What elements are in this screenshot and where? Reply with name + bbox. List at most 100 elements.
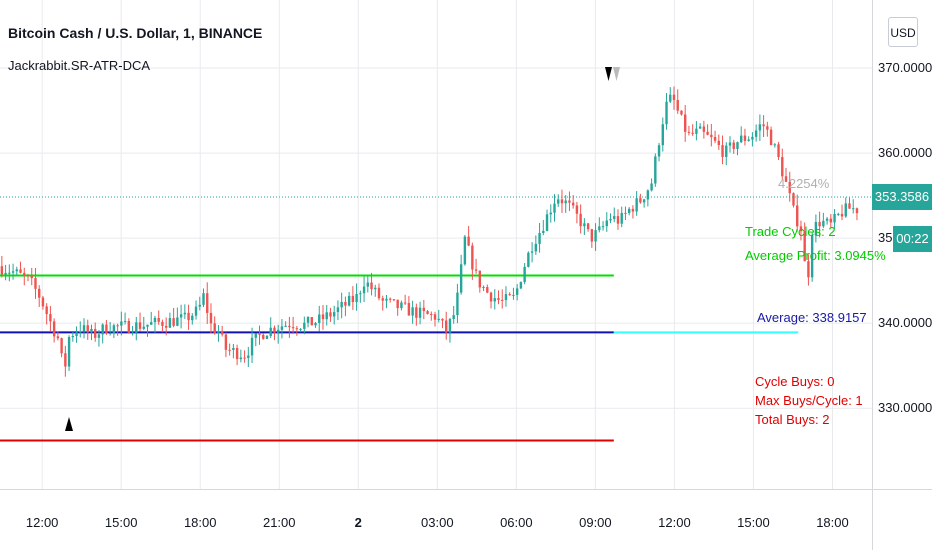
- price-tick-label: 370.0000: [878, 60, 932, 75]
- candle-body: [695, 128, 698, 134]
- candle-body: [385, 298, 388, 301]
- candle-body: [168, 318, 172, 328]
- buy-marker-icon: [65, 417, 73, 431]
- candle-body: [590, 229, 594, 242]
- candle-body: [284, 325, 287, 327]
- candle-body: [445, 320, 448, 333]
- markers: [65, 67, 620, 431]
- candle-body: [598, 226, 601, 231]
- candle-body: [579, 213, 582, 227]
- candle-body: [71, 336, 75, 338]
- candle-body: [676, 99, 679, 111]
- candle-body: [669, 94, 672, 102]
- trade-cycles-label: Trade Cycles: 2: [745, 224, 836, 239]
- candle-body: [814, 221, 818, 236]
- indicator-name[interactable]: Jackrabbit.SR-ATR-DCA: [8, 58, 151, 73]
- candle-body: [172, 318, 175, 326]
- candle-body: [8, 272, 11, 274]
- candle-body: [586, 223, 590, 230]
- candle-body: [713, 137, 717, 141]
- candle-body: [291, 327, 295, 329]
- time-axis[interactable]: 12:00 15:00 18:00 21:00 2 03:00 06:00 09:00 12:0…: [26, 515, 849, 530]
- candle-body: [740, 135, 743, 143]
- candle-body: [60, 338, 63, 354]
- candle-body: [687, 131, 691, 133]
- candle-body: [512, 294, 515, 296]
- current-price-tag: 353.3586: [872, 184, 932, 210]
- candle-body: [463, 236, 467, 265]
- candle-body: [329, 312, 332, 317]
- candle-body: [799, 226, 803, 232]
- time-tick-label: 15:00: [737, 515, 770, 530]
- candle-body: [26, 275, 30, 277]
- candle-body: [250, 337, 254, 356]
- candle-body: [310, 317, 313, 326]
- candle-body: [549, 212, 552, 215]
- candle-body: [198, 304, 201, 307]
- candle-body: [833, 213, 836, 223]
- candle-body: [486, 287, 489, 293]
- average-label: Average: 338.9157: [757, 310, 867, 325]
- candle-body: [848, 203, 851, 209]
- candle-body: [351, 295, 355, 303]
- candle-body: [224, 334, 228, 350]
- candle-body: [754, 130, 758, 137]
- candle-body: [321, 314, 325, 320]
- candle-body: [557, 199, 560, 204]
- time-tick-label: 03:00: [421, 515, 454, 530]
- candle-body: [672, 94, 676, 100]
- candle-body: [478, 270, 482, 288]
- candle-body: [262, 334, 265, 339]
- candle-body: [314, 322, 317, 326]
- candle-body: [161, 321, 164, 326]
- candle-body: [400, 302, 403, 309]
- currency-button[interactable]: USD: [888, 17, 918, 47]
- candle-body: [796, 205, 799, 227]
- time-tick-label: 2: [355, 515, 362, 530]
- candle-body: [852, 208, 855, 210]
- candle-body: [459, 264, 463, 293]
- candle-body: [220, 331, 224, 335]
- candle-body: [164, 325, 168, 328]
- candle-body: [269, 327, 272, 336]
- candle-body: [202, 293, 205, 305]
- candle-body: [146, 324, 149, 327]
- candle-body: [433, 314, 437, 320]
- candle-body: [534, 243, 538, 252]
- candle-body: [120, 321, 123, 326]
- candle-body: [680, 110, 683, 115]
- candle-body: [751, 136, 754, 140]
- candle-body: [247, 355, 250, 358]
- candle-body: [829, 218, 833, 223]
- candle-body: [295, 328, 299, 330]
- candle-body: [822, 220, 825, 227]
- candle-body: [807, 261, 810, 278]
- sell-marker-ghost-icon: [613, 67, 620, 81]
- chart-grid: [0, 0, 872, 489]
- candle-body: [583, 223, 586, 227]
- candle-body: [430, 314, 433, 316]
- candle-body: [605, 220, 608, 227]
- candle-body: [403, 302, 407, 304]
- candle-body: [698, 126, 702, 129]
- candle-body: [239, 357, 243, 360]
- candle-body: [396, 299, 399, 309]
- candle-body: [564, 200, 567, 204]
- candle-body: [642, 199, 646, 203]
- candle-body: [519, 282, 523, 289]
- candle-body: [258, 333, 261, 335]
- candle-body: [691, 132, 694, 134]
- candle-body: [627, 208, 631, 213]
- time-tick-label: 18:00: [816, 515, 849, 530]
- candle-body: [594, 230, 597, 242]
- candle-body: [67, 337, 71, 367]
- candle-body: [213, 323, 216, 334]
- candle-body: [217, 331, 220, 334]
- candle-body: [575, 205, 579, 214]
- candle-body: [683, 114, 687, 132]
- candle-body: [571, 202, 575, 206]
- candle-body: [818, 221, 821, 227]
- candle-body: [501, 299, 504, 301]
- candle-body: [11, 271, 15, 273]
